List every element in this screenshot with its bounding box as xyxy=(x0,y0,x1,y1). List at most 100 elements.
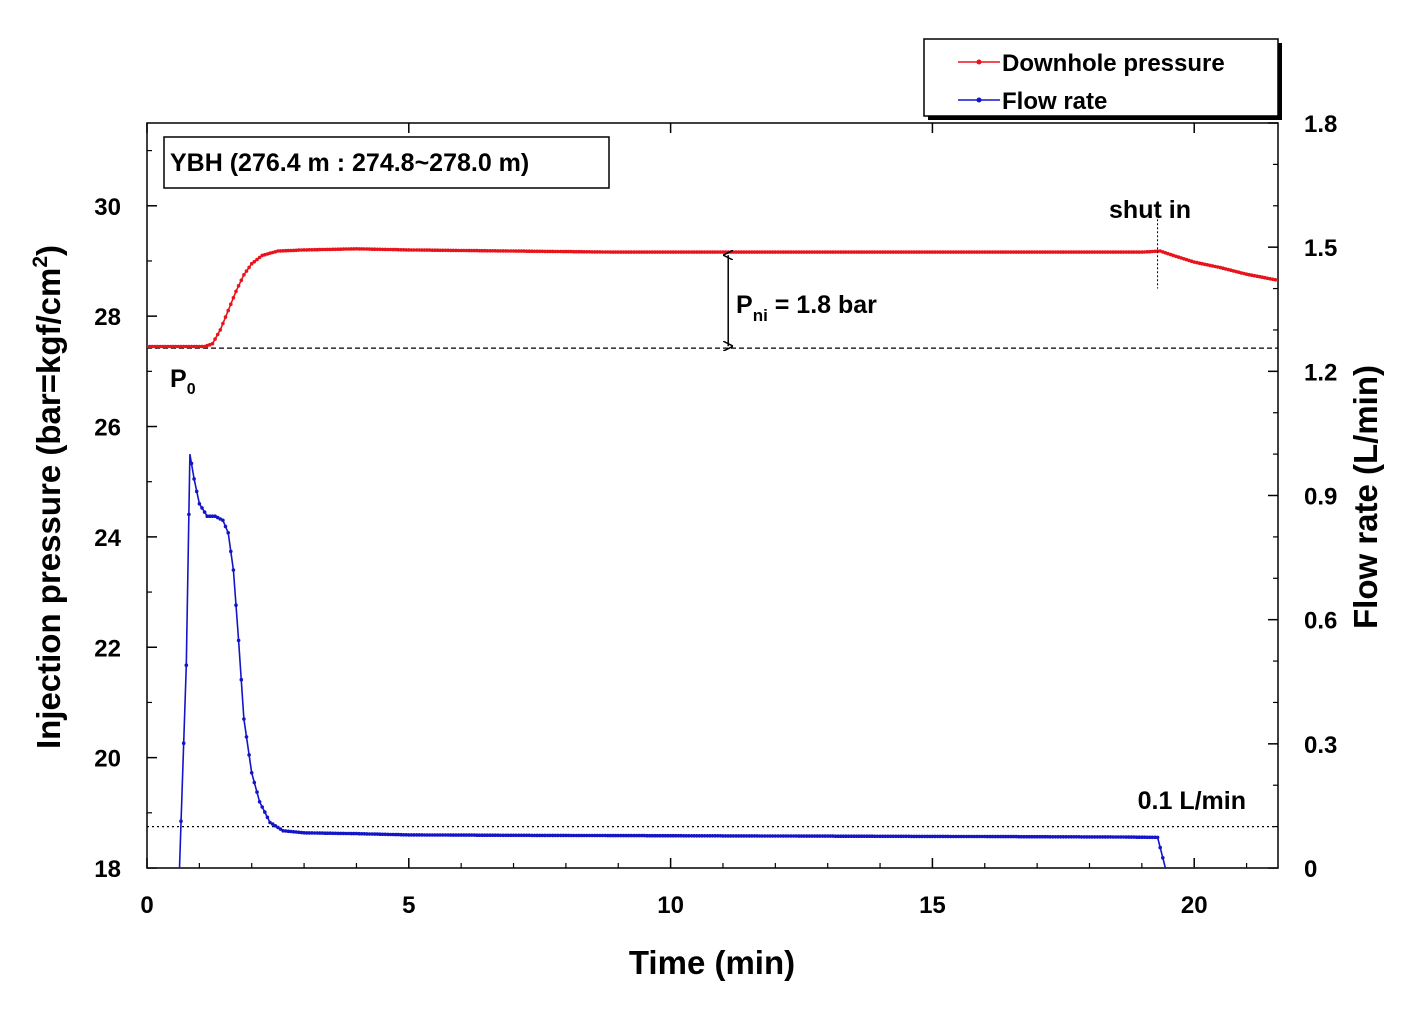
data-point-flow-rate xyxy=(278,827,283,831)
data-point-downhole-pressure xyxy=(1103,250,1107,254)
data-point-downhole-pressure xyxy=(975,250,979,254)
data-point-downhole-pressure xyxy=(304,248,309,252)
data-point-flow-rate xyxy=(341,831,346,836)
data-point-flow-rate xyxy=(938,834,943,839)
data-point-downhole-pressure xyxy=(865,250,869,254)
data-point-downhole-pressure xyxy=(1124,250,1128,254)
data-point-flow-rate xyxy=(781,834,785,838)
data-point-downhole-pressure xyxy=(1069,250,1073,254)
data-point-flow-rate xyxy=(1048,835,1052,839)
data-point-downhole-pressure xyxy=(825,250,830,254)
data-point-flow-rate xyxy=(420,833,424,837)
data-point-flow-rate xyxy=(629,833,634,838)
data-point-flow-rate xyxy=(459,833,464,837)
data-point-flow-rate xyxy=(695,834,699,838)
data-point-downhole-pressure xyxy=(1268,277,1272,281)
data-point-flow-rate xyxy=(234,603,238,607)
data-point-downhole-pressure xyxy=(475,248,479,253)
data-point-downhole-pressure xyxy=(1006,250,1011,254)
data-point-downhole-pressure xyxy=(998,250,1003,254)
data-point-downhole-pressure xyxy=(569,249,573,254)
data-point-downhole-pressure xyxy=(996,250,1000,254)
data-point-downhole-pressure xyxy=(805,250,809,254)
data-point-flow-rate xyxy=(535,833,539,838)
data-point-flow-rate xyxy=(606,833,610,838)
data-point-downhole-pressure xyxy=(218,328,223,332)
data-point-flow-rate xyxy=(270,822,275,826)
data-point-flow-rate xyxy=(1106,835,1110,839)
data-point-downhole-pressure xyxy=(684,250,689,254)
data-point-downhole-pressure xyxy=(587,250,592,254)
data-point-downhole-pressure xyxy=(325,247,330,252)
data-point-downhole-pressure xyxy=(781,250,785,254)
data-point-downhole-pressure xyxy=(595,250,600,254)
data-point-flow-rate xyxy=(1145,835,1149,840)
data-point-flow-rate xyxy=(435,833,440,837)
data-point-downhole-pressure xyxy=(713,250,717,254)
data-point-flow-rate xyxy=(448,833,453,837)
data-point-flow-rate xyxy=(391,832,395,837)
data-point-flow-rate xyxy=(189,461,194,466)
data-point-flow-rate xyxy=(409,833,414,837)
data-point-flow-rate xyxy=(242,717,246,721)
data-point-downhole-pressure xyxy=(655,250,660,254)
y-right-tick-label: 0.6 xyxy=(1304,608,1337,635)
data-point-downhole-pressure xyxy=(501,249,505,253)
data-point-flow-rate xyxy=(700,834,704,838)
data-point-downhole-pressure xyxy=(1051,250,1055,254)
data-point-flow-rate xyxy=(338,831,343,836)
data-point-downhole-pressure xyxy=(456,248,461,253)
data-point-flow-rate xyxy=(545,833,550,838)
data-point-downhole-pressure xyxy=(433,248,437,252)
data-point-downhole-pressure xyxy=(844,250,848,254)
data-point-downhole-pressure xyxy=(158,344,162,349)
data-point-downhole-pressure xyxy=(634,250,639,254)
data-point-flow-rate xyxy=(537,833,542,838)
data-point-downhole-pressure xyxy=(147,344,152,349)
data-point-flow-rate xyxy=(634,833,639,838)
data-point-flow-rate xyxy=(776,834,780,838)
data-point-flow-rate xyxy=(1085,835,1089,839)
data-point-downhole-pressure xyxy=(1108,250,1113,254)
data-point-downhole-pressure xyxy=(289,248,293,253)
data-point-downhole-pressure xyxy=(226,308,230,313)
data-point-flow-rate xyxy=(862,834,867,838)
data-point-downhole-pressure xyxy=(231,296,236,300)
data-point-downhole-pressure xyxy=(697,250,702,254)
data-point-downhole-pressure xyxy=(708,250,712,254)
data-point-flow-rate xyxy=(566,833,571,838)
data-point-downhole-pressure xyxy=(938,250,943,254)
data-point-flow-rate xyxy=(1040,834,1045,839)
data-point-downhole-pressure xyxy=(1058,250,1063,254)
data-point-flow-rate xyxy=(883,834,888,839)
data-point-flow-rate xyxy=(543,833,547,838)
data-point-downhole-pressure xyxy=(1129,250,1134,254)
data-point-flow-rate xyxy=(1069,835,1073,839)
data-point-downhole-pressure xyxy=(362,247,367,251)
data-point-flow-rate xyxy=(328,831,333,835)
data-point-downhole-pressure xyxy=(619,250,623,254)
data-point-downhole-pressure xyxy=(357,247,361,251)
data-point-downhole-pressure xyxy=(446,248,450,253)
data-point-downhole-pressure xyxy=(244,269,249,273)
data-point-flow-rate xyxy=(956,834,961,839)
data-point-downhole-pressure xyxy=(836,250,840,254)
data-point-downhole-pressure xyxy=(1024,250,1029,254)
data-point-downhole-pressure xyxy=(585,250,589,254)
data-point-downhole-pressure xyxy=(624,250,628,254)
data-point-downhole-pressure xyxy=(1053,250,1058,254)
data-point-flow-rate xyxy=(590,833,594,838)
data-point-downhole-pressure xyxy=(1038,250,1042,254)
data-point-downhole-pressure xyxy=(943,250,948,254)
data-point-flow-rate xyxy=(323,831,327,835)
data-point-downhole-pressure xyxy=(333,247,338,252)
data-point-flow-rate xyxy=(208,514,212,518)
data-point-flow-rate xyxy=(273,824,278,828)
data-point-downhole-pressure xyxy=(323,247,327,252)
data-point-flow-rate xyxy=(770,834,775,838)
data-point-flow-rate xyxy=(1153,835,1157,840)
data-point-flow-rate xyxy=(197,502,202,506)
data-point-flow-rate xyxy=(789,834,793,838)
data-point-downhole-pressure xyxy=(229,302,233,307)
